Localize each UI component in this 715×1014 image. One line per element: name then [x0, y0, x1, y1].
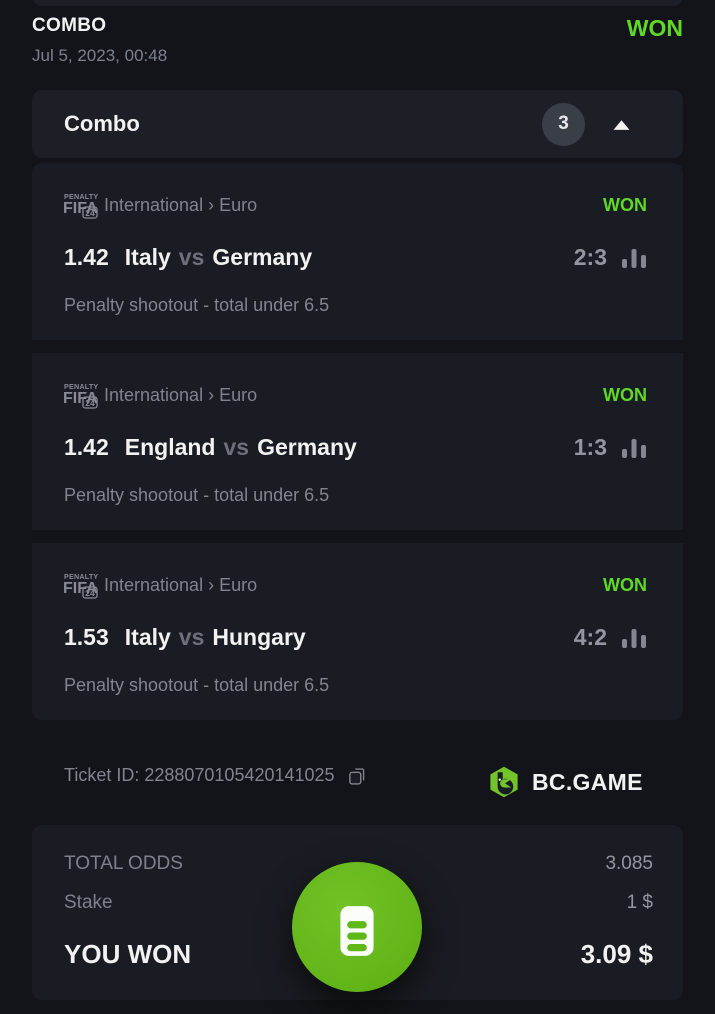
svg-text:24: 24: [85, 208, 95, 218]
svg-text:24: 24: [85, 398, 95, 408]
svg-text:24: 24: [85, 588, 95, 598]
